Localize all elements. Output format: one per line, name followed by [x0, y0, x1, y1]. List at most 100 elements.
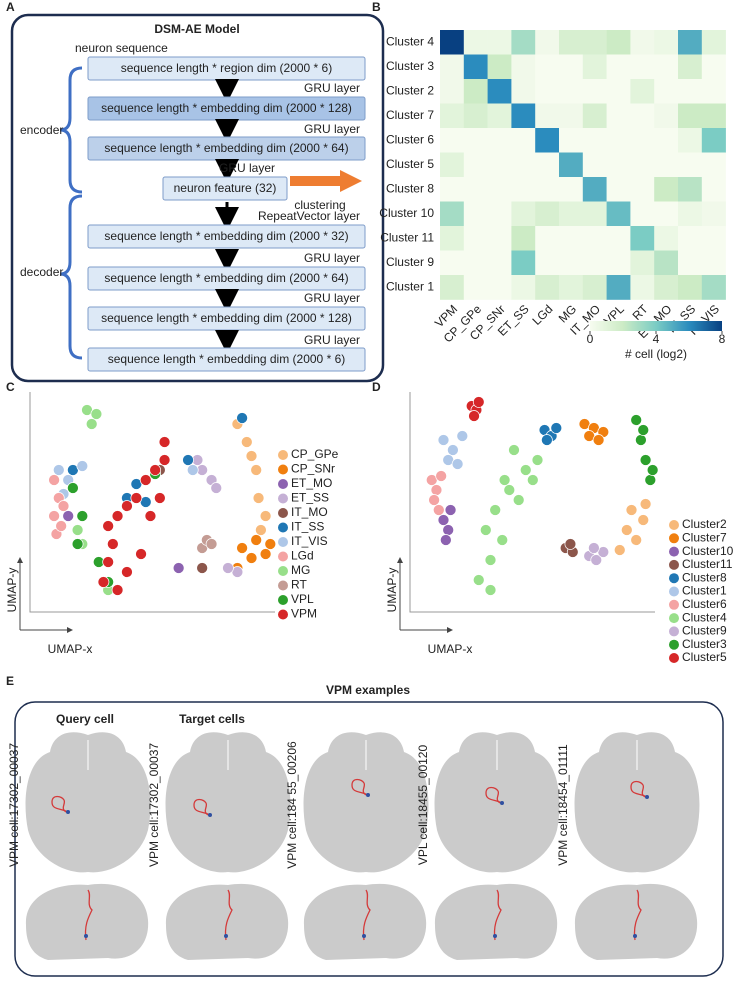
heatmap-cell [701, 103, 726, 129]
model-frame [10, 13, 385, 383]
scatter-point [625, 504, 638, 516]
scatter-point [456, 430, 469, 442]
legend-label: Cluster1 [682, 584, 727, 598]
scatter-point [106, 538, 119, 550]
scatter-point [144, 510, 157, 522]
legend-label: IT_SS [291, 520, 324, 534]
heatmap-cell [606, 128, 631, 153]
layer-box-label: neuron feature (32) [174, 181, 277, 195]
neuron-trace-top [630, 780, 648, 798]
neuron-trace-side [362, 889, 371, 941]
heatmap-cell [559, 201, 584, 227]
legend-marker [278, 508, 288, 518]
heatmap-cell [678, 152, 703, 178]
legend-marker [669, 613, 679, 624]
layer-box-label: sequence length * embedding dim (2000 * … [104, 229, 348, 243]
heatmap-cell [487, 226, 512, 251]
scatter-point [550, 422, 563, 434]
scatter-point [588, 542, 600, 554]
row-label: Cluster 6 [386, 132, 434, 146]
heatmap-cell [701, 79, 726, 104]
legend-label: RT [291, 578, 307, 592]
brain-top-view [165, 732, 291, 873]
layer-box-label: sequence length * embedding dim (2000 * … [101, 311, 352, 325]
scatter-point [440, 534, 452, 546]
scatter-point [472, 396, 485, 408]
layer-name: RepeatVector layer [258, 209, 360, 223]
legend-label: Cluster8 [682, 570, 727, 584]
scatter-point [182, 454, 194, 466]
legend-label: LGd [291, 549, 314, 563]
heatmap-cell [701, 128, 726, 153]
scatter-point [97, 576, 110, 588]
scatter-point [252, 492, 265, 504]
legend-label: Cluster10 [682, 544, 734, 558]
heatmap-cell [511, 201, 536, 227]
heatmap-cell [440, 177, 465, 202]
legend-label: Cluster6 [682, 597, 727, 611]
heatmap-cell [535, 250, 560, 276]
scatter-point [508, 444, 520, 456]
heatmap-cell [463, 79, 488, 104]
scatter-point [102, 520, 115, 532]
scatter-point [130, 492, 143, 504]
scatter-point [451, 458, 464, 470]
heatmap-cell [559, 250, 584, 276]
colorbar [590, 321, 722, 331]
heatmap-cell [630, 201, 655, 227]
brain-top-view [574, 732, 700, 873]
heatmap-cell [511, 275, 536, 300]
heatmap-cell [463, 201, 488, 227]
legend-marker [278, 595, 288, 605]
heatmap-cell [606, 250, 631, 276]
scatter-point [85, 418, 98, 430]
scatter-point [444, 504, 457, 516]
scatter-point [468, 410, 480, 422]
heatmap-cell [701, 250, 726, 276]
heatmap-cell [606, 226, 631, 251]
heatmap-cell [440, 54, 465, 80]
heatmap-cell [535, 275, 560, 300]
neuron-trace-side [84, 889, 93, 941]
heatmap-cell [535, 79, 560, 104]
heatmap-cell [606, 275, 631, 300]
scatter-point [154, 492, 166, 504]
heatmap-cell [654, 226, 679, 251]
scatter-point [442, 524, 455, 536]
heatmap-cell [582, 54, 607, 80]
heatmap-cell [606, 30, 631, 55]
scatter-point [245, 552, 258, 564]
heatmap-cell [582, 275, 607, 300]
cell-label: VPM cell:17302_00037 [147, 743, 161, 867]
scatter-point [52, 464, 65, 476]
legend-label: Cluster2 [682, 517, 727, 531]
encoder-brace [59, 66, 83, 194]
legend-marker [278, 551, 288, 562]
brain-top-view [303, 732, 429, 873]
heatmap-cell [606, 201, 631, 227]
scatter-point [447, 444, 459, 456]
scatter-point [111, 510, 124, 522]
scatter-point [620, 524, 633, 536]
heatmap-cell [511, 128, 536, 153]
row-label: Cluster 1 [386, 279, 434, 293]
scatter-point [541, 434, 553, 446]
scatter-point [111, 584, 124, 596]
scatter-point [484, 584, 497, 596]
legend-label: IT_MO [291, 505, 328, 519]
layer-box-label: sequence length * embedding dim (2000 * … [104, 271, 348, 285]
scatter-point [121, 566, 133, 578]
input-label: neuron sequence [75, 41, 168, 55]
scatter-point [639, 454, 652, 466]
scatter-point [531, 454, 544, 466]
heatmap-cell [582, 152, 607, 178]
soma [500, 801, 504, 805]
scatter-point [102, 556, 115, 568]
layer-name: GRU layer [304, 251, 360, 265]
heatmap-cell [559, 275, 584, 300]
layer-name: GRU layer [304, 291, 360, 305]
heatmap-cell [559, 30, 584, 55]
scatter-point [259, 510, 272, 522]
column-label: LGd [530, 302, 556, 328]
